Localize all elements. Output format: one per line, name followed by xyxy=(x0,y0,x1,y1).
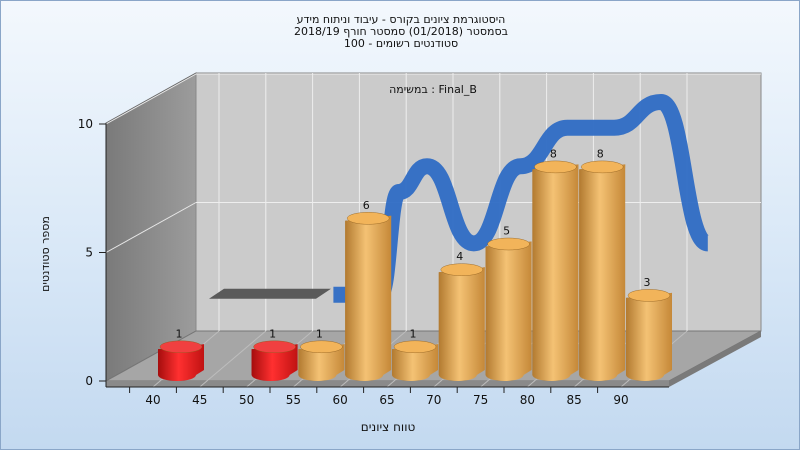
chart-title-line1: היסטוגרמת ציונים בקורס - עיבוד וניתוח מי… xyxy=(296,13,506,26)
bar-top-cap xyxy=(347,212,390,225)
bar xyxy=(579,160,626,381)
chart-title-line3: סטודנטים רשומים - 100 xyxy=(343,37,459,50)
bar xyxy=(532,160,579,381)
x-gridline-floor xyxy=(199,330,267,388)
bar xyxy=(251,340,298,381)
x-tick-label: 40 xyxy=(145,393,160,407)
x-axis-label: טווח ציונים xyxy=(361,420,416,434)
x-tick-label: 60 xyxy=(333,393,348,407)
y-tick-label: 0 xyxy=(85,374,93,388)
bar-top-cap xyxy=(253,340,296,353)
bar xyxy=(485,237,532,381)
bar-top-cap xyxy=(300,340,343,353)
bar-value-label: 1 xyxy=(316,327,323,340)
bar-top-cap xyxy=(581,160,624,174)
bar-side xyxy=(626,292,672,375)
bar-top-cap xyxy=(627,289,671,302)
x-tick-label: 90 xyxy=(613,393,628,407)
bar-side xyxy=(345,215,392,375)
bar xyxy=(298,340,345,381)
bar-top-cap xyxy=(534,160,577,174)
bar-side xyxy=(532,164,579,375)
x-tick-label: 45 xyxy=(192,393,207,407)
bar xyxy=(626,289,672,381)
bar-side xyxy=(438,267,485,375)
chart-subtitle: במשימה : Final_B xyxy=(389,83,477,96)
bar-value-label: 1 xyxy=(269,327,276,340)
bar-value-label: 6 xyxy=(363,199,370,212)
bar xyxy=(438,263,485,381)
bar-value-label: 5 xyxy=(503,225,510,238)
bar-top-cap xyxy=(440,263,483,276)
chart-title-line2: בסמסטר (01/2018) סמסטר חורף 2018/19 xyxy=(294,25,508,38)
bar-value-label: 1 xyxy=(410,327,417,340)
y-tick-label: 5 xyxy=(85,246,93,260)
bar-value-label: 8 xyxy=(597,147,604,160)
chart-floor-right-edge xyxy=(669,331,761,387)
bar-top-cap xyxy=(159,340,203,353)
bar-value-label: 3 xyxy=(644,276,651,289)
x-tick-label: 75 xyxy=(473,393,488,407)
bar-value-label: 4 xyxy=(456,250,463,263)
x-tick-label: 55 xyxy=(286,393,301,407)
x-tick-label: 65 xyxy=(379,393,394,407)
bar xyxy=(392,340,438,381)
x-tick-label: 80 xyxy=(520,393,535,407)
bar-top-cap xyxy=(487,237,530,251)
y-gridline-side xyxy=(105,73,197,125)
bar-value-label: 1 xyxy=(176,327,183,340)
y-gridline-side xyxy=(105,202,197,253)
bar-top-cap xyxy=(393,340,437,353)
bar-side xyxy=(485,241,532,375)
curve-flat-segment xyxy=(209,288,331,299)
y-tick-label: 10 xyxy=(78,117,93,131)
chart-floor-front-edge xyxy=(106,381,669,387)
x-tick-label: 70 xyxy=(426,393,441,407)
distribution-curve-ribbon xyxy=(333,94,711,303)
x-tick-label: 50 xyxy=(239,393,254,407)
bar xyxy=(345,212,392,381)
bar xyxy=(158,340,204,381)
x-tick-label: 85 xyxy=(567,393,582,407)
bar-side xyxy=(579,164,626,375)
bar-value-label: 8 xyxy=(550,147,557,160)
y-axis-label: מספר סטודנטים xyxy=(39,216,52,292)
